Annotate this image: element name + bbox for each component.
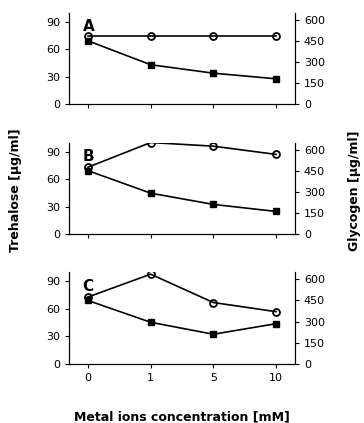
- Text: C: C: [83, 279, 94, 294]
- Text: Metal ions concentration [mM]: Metal ions concentration [mM]: [74, 411, 290, 423]
- Text: Trehalose [µg/ml]: Trehalose [µg/ml]: [9, 129, 22, 252]
- Text: Glycogen [µg/ml]: Glycogen [µg/ml]: [348, 130, 361, 250]
- Text: B: B: [83, 149, 94, 164]
- Text: A: A: [83, 19, 94, 34]
